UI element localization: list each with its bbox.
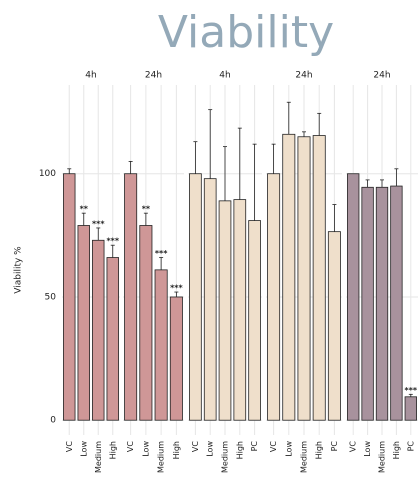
x-tick-label: Low — [79, 441, 88, 457]
x-tick-label: Medium — [94, 441, 103, 473]
x-tick-label: High — [172, 441, 181, 459]
x-tick-label: High — [392, 441, 401, 459]
significance-label: *** — [170, 284, 183, 293]
x-tick-label: PC — [330, 441, 339, 452]
x-tick-label: Low — [363, 441, 372, 457]
significance-label: *** — [155, 249, 168, 258]
bar — [63, 173, 76, 421]
bar — [375, 186, 389, 421]
bar — [203, 178, 217, 421]
y-tick-label: 0 — [50, 416, 56, 426]
x-tick-label: Medium — [157, 441, 166, 473]
significance-label: ** — [142, 205, 151, 214]
x-tick-label: VC — [65, 441, 74, 452]
x-tick-label: PC — [406, 441, 415, 452]
y-tick-label: 100 — [39, 169, 56, 179]
bar — [282, 133, 296, 421]
x-tick-label: Medium — [221, 441, 230, 473]
x-tick-label: High — [315, 441, 324, 459]
x-tick-label: Low — [141, 441, 150, 457]
x-tick-label: VC — [349, 441, 358, 452]
y-tick-label: 50 — [45, 292, 57, 302]
facet-label: 24h — [145, 71, 162, 81]
y-axis-label: Viability % — [14, 246, 24, 294]
bar — [327, 231, 341, 421]
bar — [106, 257, 119, 421]
x-tick-label: PC — [250, 441, 259, 452]
bar — [233, 199, 247, 421]
chart-title: Viability — [158, 7, 334, 58]
x-tick-label: VC — [191, 441, 200, 452]
significance-label: *** — [106, 237, 119, 246]
bar — [124, 173, 138, 421]
facet-label: 24h — [295, 71, 312, 81]
bar — [218, 200, 232, 421]
bar — [390, 185, 403, 421]
x-tick-label: High — [235, 441, 244, 459]
bar — [139, 225, 153, 421]
x-tick-label: VC — [126, 441, 135, 452]
significance-label: *** — [405, 386, 418, 395]
x-tick-label: Medium — [300, 441, 309, 473]
bar — [297, 136, 311, 421]
bar — [267, 173, 281, 421]
x-tick-label: High — [108, 441, 117, 459]
bar — [361, 186, 374, 421]
bar — [92, 239, 105, 421]
bar — [312, 135, 326, 421]
x-tick-label: VC — [269, 441, 278, 452]
bar — [248, 220, 261, 421]
bar — [404, 396, 417, 421]
bar — [169, 296, 183, 421]
facet-label: 4h — [85, 71, 96, 81]
facet-label: 24h — [373, 71, 390, 81]
significance-label: ** — [80, 205, 89, 214]
x-tick-label: Low — [206, 441, 215, 457]
bar — [347, 173, 360, 421]
significance-label: *** — [92, 219, 105, 228]
x-tick-label: Low — [284, 441, 293, 457]
bar — [189, 173, 202, 421]
x-tick-label: Medium — [378, 441, 387, 473]
bar — [77, 225, 90, 421]
facet-label: 4h — [219, 71, 230, 81]
bar — [154, 269, 168, 421]
